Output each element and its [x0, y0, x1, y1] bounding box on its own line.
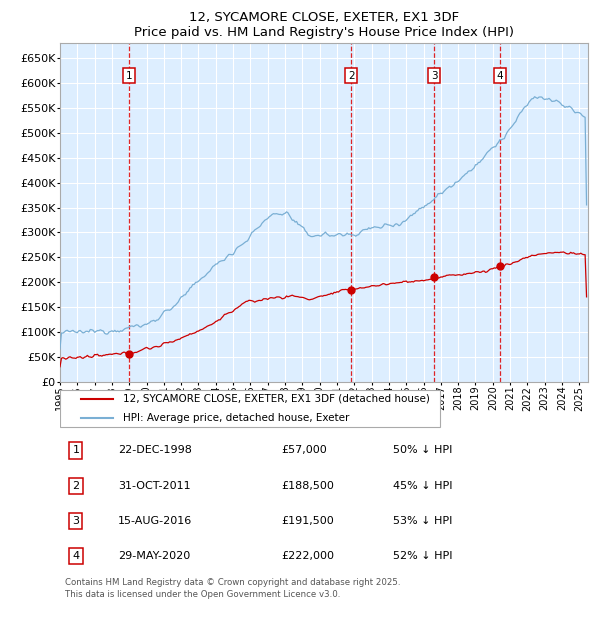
Text: 15-AUG-2016: 15-AUG-2016	[118, 516, 193, 526]
Text: 4: 4	[72, 551, 79, 561]
Text: 50% ↓ HPI: 50% ↓ HPI	[392, 445, 452, 456]
Text: 4: 4	[497, 71, 503, 81]
Text: £191,500: £191,500	[282, 516, 335, 526]
Text: Contains HM Land Registry data © Crown copyright and database right 2025.: Contains HM Land Registry data © Crown c…	[65, 578, 401, 587]
Text: 2: 2	[348, 71, 355, 81]
Text: 2: 2	[72, 480, 79, 490]
Title: 12, SYCAMORE CLOSE, EXETER, EX1 3DF
Price paid vs. HM Land Registry's House Pric: 12, SYCAMORE CLOSE, EXETER, EX1 3DF Pric…	[134, 11, 514, 40]
Text: 3: 3	[431, 71, 437, 81]
Text: 1: 1	[73, 445, 79, 456]
FancyBboxPatch shape	[60, 391, 440, 427]
Text: 53% ↓ HPI: 53% ↓ HPI	[392, 516, 452, 526]
Text: HPI: Average price, detached house, Exeter: HPI: Average price, detached house, Exet…	[124, 413, 350, 423]
Text: 29-MAY-2020: 29-MAY-2020	[118, 551, 190, 561]
Text: This data is licensed under the Open Government Licence v3.0.: This data is licensed under the Open Gov…	[65, 590, 341, 600]
Text: 3: 3	[73, 516, 79, 526]
Text: 45% ↓ HPI: 45% ↓ HPI	[392, 480, 452, 490]
Text: 1: 1	[125, 71, 132, 81]
Text: 31-OCT-2011: 31-OCT-2011	[118, 480, 191, 490]
Text: £222,000: £222,000	[282, 551, 335, 561]
Text: 12, SYCAMORE CLOSE, EXETER, EX1 3DF (detached house): 12, SYCAMORE CLOSE, EXETER, EX1 3DF (det…	[124, 394, 430, 404]
Text: £57,000: £57,000	[282, 445, 328, 456]
Text: 22-DEC-1998: 22-DEC-1998	[118, 445, 192, 456]
Text: 52% ↓ HPI: 52% ↓ HPI	[392, 551, 452, 561]
Text: £188,500: £188,500	[282, 480, 335, 490]
